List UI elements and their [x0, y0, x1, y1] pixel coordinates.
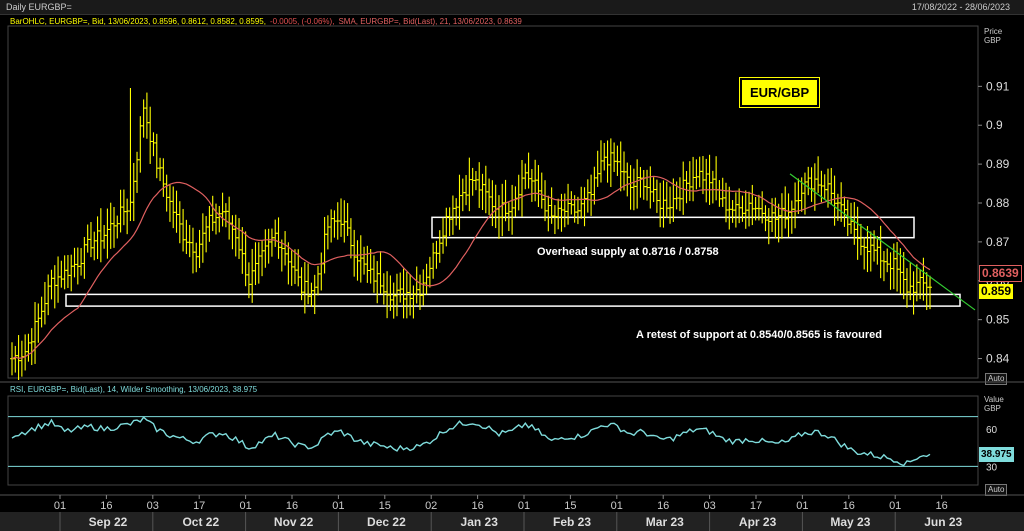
x-tick-label: 01: [889, 500, 901, 512]
price-axis-title: Price GBP: [984, 27, 1003, 45]
x-tick-label: 01: [54, 500, 66, 512]
x-tick-label: 01: [518, 500, 530, 512]
y-tick-label: 0.85: [986, 313, 1010, 327]
x-month-label: Jan 23: [461, 515, 499, 529]
sma-price-tag: 0.8639: [979, 265, 1022, 282]
x-tick-label: 16: [286, 500, 298, 512]
rsi-legend: RSI, EURGBP=, Bid(Last), 14, Wilder Smoo…: [10, 385, 258, 394]
rsi-line: [11, 416, 931, 467]
x-month-label: Feb 23: [553, 515, 591, 529]
legend-sma: SMA, EURGBP=, Bid(Last), 21, 13/06/2023,…: [338, 17, 522, 26]
x-month-label: Dec 22: [367, 515, 406, 529]
x-month-label: Jun 23: [924, 515, 962, 529]
date-range: 17/08/2022 - 28/06/2023: [911, 2, 1010, 12]
x-tick-label: 16: [100, 500, 112, 512]
window-title: Daily EURGBP=: [6, 2, 72, 12]
x-tick-label: 16: [471, 500, 483, 512]
rsi-y-tick-label: 60: [986, 425, 998, 436]
x-tick-label: 15: [564, 500, 576, 512]
sma-line: [11, 175, 931, 360]
x-tick-label: 02: [425, 500, 437, 512]
y-tick-label: 0.84: [986, 352, 1010, 366]
x-month-label: Nov 22: [274, 515, 314, 529]
retest-annotation: A retest of support at 0.8540/0.8565 is …: [636, 329, 882, 341]
bands: [65, 216, 961, 307]
x-tick-label: 17: [193, 500, 205, 512]
x-tick-label: 03: [147, 500, 159, 512]
x-month-label: Sep 22: [89, 515, 128, 529]
x-tick-label: 15: [379, 500, 391, 512]
last-price-tag: 0.859: [979, 284, 1014, 299]
x-month-label: Oct 22: [182, 515, 219, 529]
x-tick-label: 16: [657, 500, 669, 512]
x-ticks: 01 16 03 17 01 16 01 15 02 16 01 15 01 16 03 17 01 16 01 16…: [54, 495, 963, 531]
x-tick-label: 17: [750, 500, 762, 512]
x-tick-label: 16: [843, 500, 855, 512]
ohlc-bars: [10, 88, 932, 380]
x-month-label: Apr 23: [739, 515, 777, 529]
y-tick-label: 0.9: [986, 118, 1003, 132]
x-tick-label: 16: [935, 500, 947, 512]
x-tick-label: 01: [611, 500, 623, 512]
value-axis-title: Value GBP: [984, 395, 1004, 413]
grid: [0, 25, 1024, 531]
y-tick-label: 0.91: [986, 79, 1010, 93]
rsi-y-tick-label: 30: [986, 462, 998, 473]
y-tick-label: 0.89: [986, 157, 1010, 171]
x-month-label: Mar 23: [646, 515, 684, 529]
x-tick-label: 03: [703, 500, 715, 512]
y-tick-label: 0.88: [986, 196, 1010, 210]
x-tick-label: 01: [239, 500, 251, 512]
window-titlebar: Daily EURGBP= 17/08/2022 - 28/06/2023: [0, 0, 1024, 15]
y-tick-label: 0.87: [986, 235, 1010, 249]
trendline: [789, 173, 976, 311]
overhead-annotation: Overhead supply at 0.8716 / 0.8758: [537, 246, 719, 258]
x-month-label: May 23: [830, 515, 870, 529]
legend-bar-change: -0.0005, (-0.06%),: [269, 17, 335, 26]
pair-label: EUR/GBP: [738, 77, 821, 108]
rsi-levels: [8, 416, 978, 467]
x-tick-label: 01: [332, 500, 344, 512]
rsi-value-tag: 38.975: [979, 447, 1014, 462]
support-band: [65, 293, 961, 307]
main-legend: BarOHLC, EURGBP=, Bid, 13/06/2023, 0.859…: [10, 17, 526, 27]
legend-bar: BarOHLC, EURGBP=, Bid, 13/06/2023, 0.859…: [10, 17, 266, 26]
x-tick-label: 01: [796, 500, 808, 512]
